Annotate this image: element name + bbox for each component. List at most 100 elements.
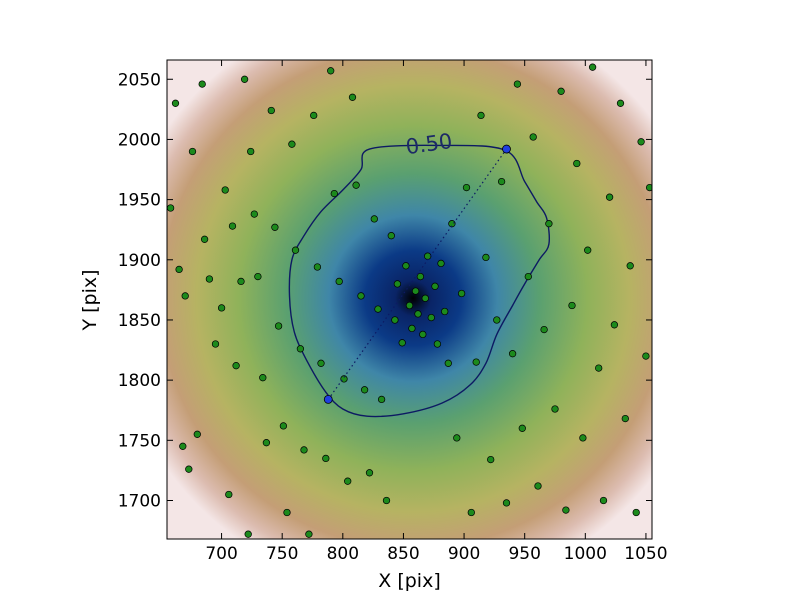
scatter-point [357, 292, 365, 300]
x-tick-label: 950 [508, 544, 540, 564]
scatter-point [175, 265, 183, 274]
scatter-point [211, 340, 220, 348]
scatter-point [391, 316, 399, 324]
scatter-point [221, 186, 229, 194]
scatter-point [524, 272, 532, 281]
x-axis-ticks: 700 750 800 850 900 950 1000 1050 [205, 60, 668, 564]
scatter-point [259, 374, 267, 382]
scatter-point [198, 80, 206, 88]
scatter-point [616, 99, 625, 107]
scatter-point [562, 506, 570, 514]
scatter-point [502, 499, 511, 507]
contour-layer: 0.50 [288, 129, 551, 418]
x-tick-label: 850 [387, 544, 419, 564]
scatter-point [414, 310, 422, 318]
scatter-point [200, 235, 209, 243]
scatter-point [637, 138, 645, 146]
plot-frame [166, 59, 653, 540]
scatter-point [497, 177, 506, 186]
scatter-point [545, 220, 553, 228]
scatter-point [382, 496, 391, 505]
scatter-point [433, 340, 442, 348]
scatter-point [317, 359, 325, 367]
scatter-point [431, 282, 439, 290]
scatter-point [605, 193, 614, 201]
scatter-point [557, 87, 565, 95]
x-tick-label: 750 [266, 544, 298, 564]
scatter-point [398, 339, 406, 347]
scatter-point [377, 395, 386, 404]
contour-line [288, 144, 551, 418]
scatter-point [244, 530, 252, 538]
scatter-point [305, 530, 313, 538]
y-tick-label: 2000 [118, 130, 161, 150]
scatter-point [405, 301, 414, 310]
scatter-point [457, 289, 466, 298]
scatter-point [167, 204, 175, 212]
scatter-point [588, 63, 597, 71]
marker-point [502, 144, 511, 154]
scatter-point [370, 215, 378, 223]
scatter-point [360, 386, 369, 394]
scatter-point [621, 414, 629, 423]
scatter-point [274, 322, 283, 330]
scatter-point [330, 189, 338, 198]
scatter-point [205, 275, 214, 283]
scatter-point [344, 477, 352, 485]
scatter-point [262, 439, 271, 447]
scatter-point [482, 253, 490, 262]
scatter-point [487, 455, 495, 464]
scatter-point [387, 232, 395, 240]
scatter-point [393, 280, 402, 288]
scatter-point [472, 358, 480, 366]
scatter-point [427, 313, 435, 322]
scatter-point [626, 262, 634, 270]
x-axis-label: X [pix] [378, 570, 440, 592]
scatter-point [421, 294, 429, 302]
scatter-point [283, 508, 291, 517]
scatter-point [288, 140, 296, 148]
scatter-point [185, 465, 193, 473]
scatter-point [322, 454, 330, 463]
scatter-point [352, 181, 360, 189]
y-tick-label: 1700 [118, 491, 161, 511]
scatter-point [335, 277, 343, 286]
scatter-point [513, 80, 522, 88]
y-tick-label: 1950 [118, 191, 161, 211]
y-tick-label: 2050 [118, 70, 161, 90]
scatter-point [493, 316, 501, 324]
y-axis-ticks: 1700 1750 1800 1850 1900 1950 2000 2050 [118, 70, 652, 511]
scatter-point [181, 292, 189, 300]
scatter-point [296, 345, 305, 353]
scatter-point [313, 263, 322, 271]
scatter-point [179, 442, 187, 450]
scatter-point [584, 246, 592, 254]
scatter-point [300, 446, 308, 454]
scatter-point [365, 469, 374, 477]
scatter-point [225, 490, 233, 499]
scatter-point [599, 496, 608, 505]
scatter-point [193, 430, 201, 438]
scatter-point [240, 75, 249, 83]
scatter-point [579, 434, 587, 442]
scatter-point [408, 324, 416, 333]
scatter-point [271, 223, 279, 231]
scatter-point [217, 304, 226, 312]
scatter-point [448, 220, 456, 228]
scatter-point [291, 246, 300, 254]
scatter-point [453, 434, 461, 442]
scatter-point [529, 133, 537, 141]
scatter-point [411, 287, 420, 295]
scatter-point [508, 350, 517, 358]
scatter-point [402, 262, 410, 270]
scatter-point [310, 111, 318, 120]
scatter-point [437, 259, 445, 268]
scatter-point [247, 147, 255, 156]
scatter-point [348, 93, 357, 101]
scatter-point [188, 147, 197, 156]
scatter-point [573, 159, 581, 168]
scatter-point [237, 277, 245, 286]
scatter-point [419, 330, 427, 339]
plot-area: 0.50 [166, 59, 653, 540]
